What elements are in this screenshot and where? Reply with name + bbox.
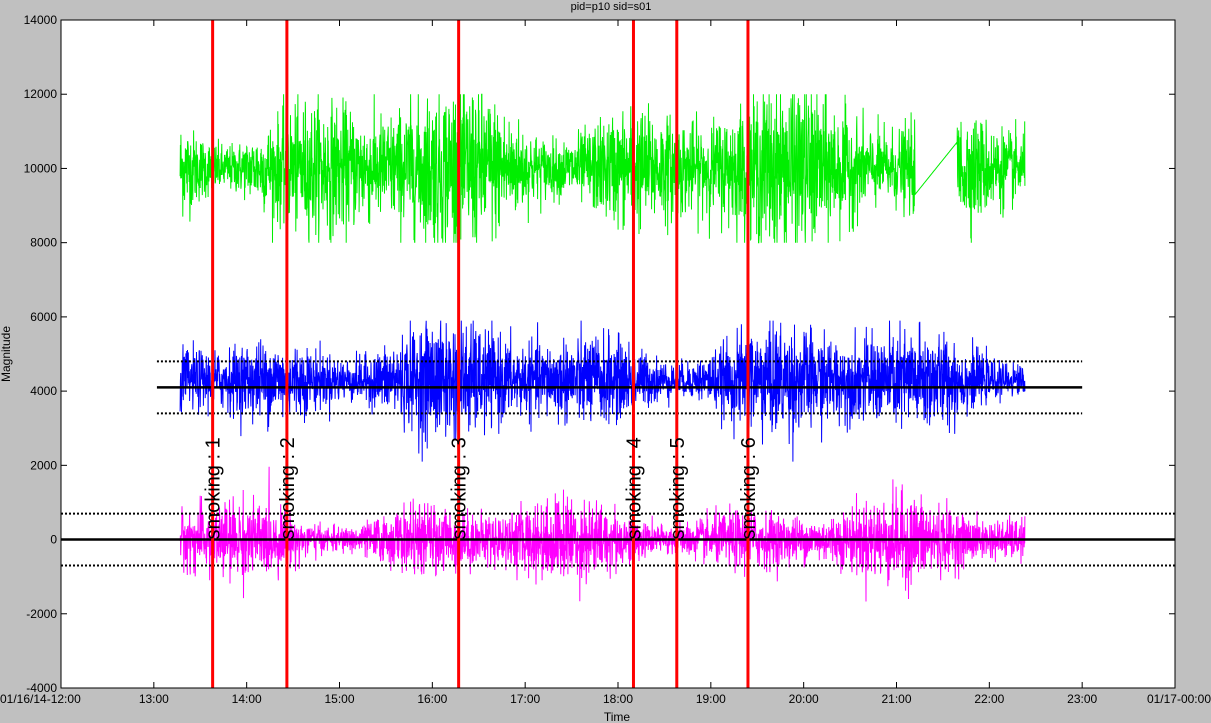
event-label-4: smoking : 4	[623, 437, 645, 539]
y-tick-label-8: 12000	[24, 87, 58, 101]
x-tick-label-6: 18:00	[603, 692, 633, 706]
series-line-1	[179, 93, 1026, 244]
y-axis-label: Magnitude	[0, 326, 13, 382]
chart-title: pid=p10 sid=s01	[571, 1, 652, 13]
x-tick-label-10: 22:00	[974, 692, 1004, 706]
series-line-3	[179, 466, 1026, 602]
event-label-1: smoking : 1	[203, 437, 225, 539]
y-tick-label-9: 14000	[24, 13, 58, 27]
x-tick-label-8: 20:00	[789, 692, 819, 706]
x-tick-label-7: 19:00	[696, 692, 726, 706]
x-tick-label-3: 15:00	[324, 692, 354, 706]
x-tick-label-9: 21:00	[881, 692, 911, 706]
x-tick-label-5: 17:00	[510, 692, 540, 706]
y-tick-label-3: 2000	[30, 458, 57, 472]
y-tick-label-0: -4000	[26, 681, 57, 695]
y-tick-label-1: -2000	[26, 607, 57, 621]
y-tick-label-5: 6000	[30, 310, 57, 324]
event-label-6: smoking : 6	[738, 437, 760, 539]
axes: -4000 -2000 0 2000 4000 6000 8000 10000 12000 140…	[0, 13, 1211, 706]
y-tick-label-4: 4000	[30, 384, 57, 398]
event-markers: smoking : 1 smoking : 2 smoking : 3 smoking…	[203, 20, 760, 688]
x-tick-label-2: 14:00	[232, 692, 262, 706]
x-tick-label-12: 01/17-00:00	[1147, 692, 1211, 706]
y-tick-label-2: 0	[50, 533, 57, 547]
x-axis-label: Time	[604, 710, 631, 723]
event-label-3: smoking : 3	[449, 437, 471, 539]
reference-lines	[61, 360, 1175, 567]
x-tick-label-4: 16:00	[417, 692, 447, 706]
x-tick-label-0: 01/16/14-12:00	[0, 692, 81, 706]
event-label-2: smoking : 2	[277, 437, 299, 539]
x-tick-label-1: 13:00	[139, 692, 169, 706]
x-tick-label-11: 23:00	[1067, 692, 1097, 706]
event-label-5: smoking : 5	[667, 437, 689, 539]
y-tick-label-6: 8000	[30, 236, 57, 250]
y-tick-label-7: 10000	[24, 161, 58, 175]
